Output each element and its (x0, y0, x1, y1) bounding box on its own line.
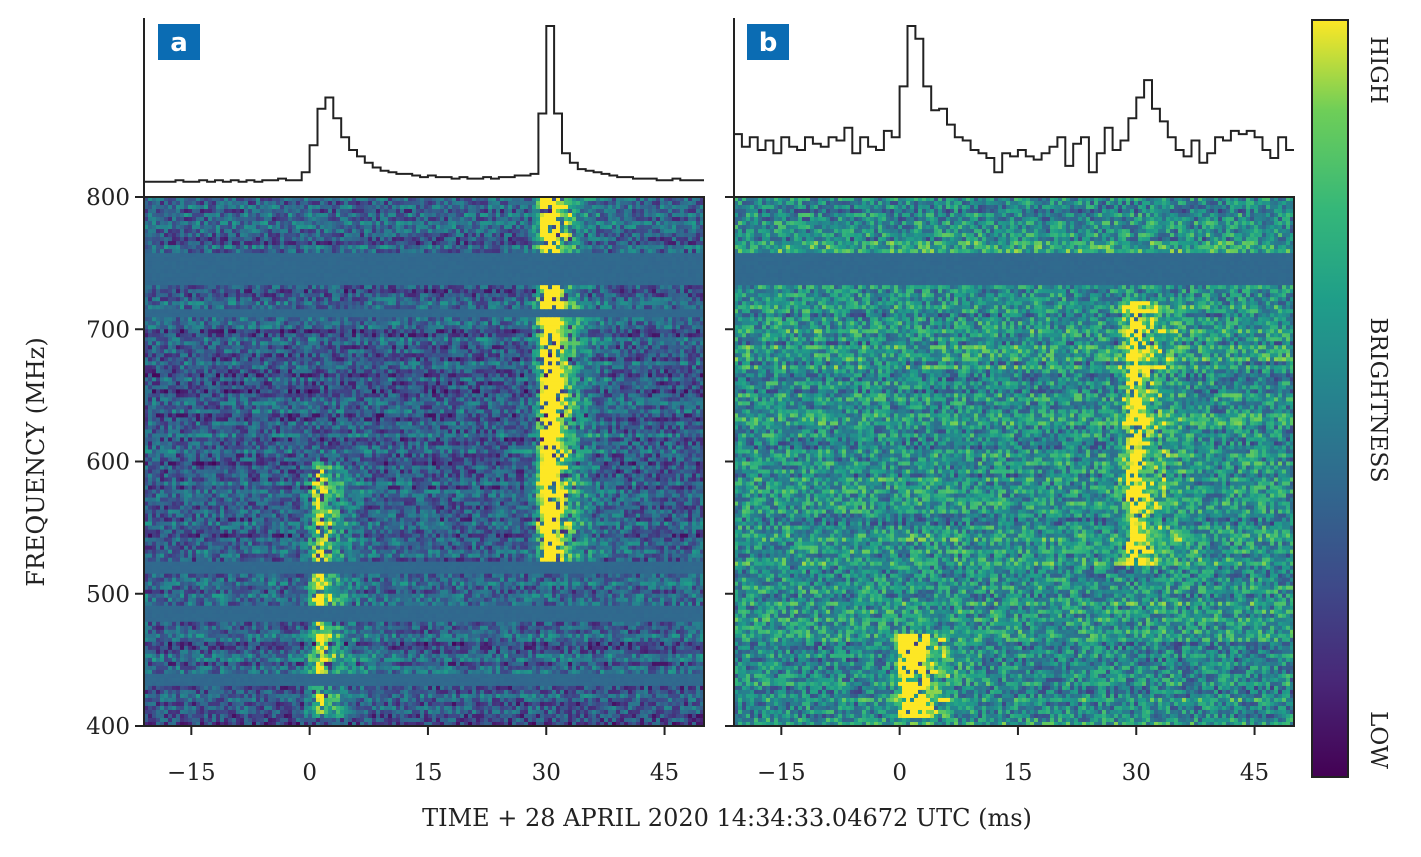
colorbar-low-label: LOW (1365, 711, 1391, 769)
x-tick-label: 0 (302, 760, 317, 786)
panel-b: b (733, 18, 1295, 727)
panel-b-heatmap (734, 197, 1295, 727)
panel-a-label-box: a (158, 24, 200, 60)
axis-ticks: −15 0 15 30 45 400 500 600 700 800 −15 0 15 30 45 (86, 185, 1269, 786)
panel-a-label: a (170, 28, 188, 58)
panel-a: a (143, 18, 705, 727)
colorbar: HIGH BRIGHTNESS LOW (1311, 19, 1391, 778)
y-tick-label: 500 (86, 582, 130, 608)
x-tick-label: 0 (892, 760, 907, 786)
y-tick-label: 600 (86, 450, 130, 476)
panel-a-pulse-profile (144, 25, 704, 183)
panel-b-label-box: b (747, 24, 789, 60)
y-tick-label: 800 (86, 185, 130, 211)
x-tick-label: 30 (1122, 760, 1151, 786)
y-tick-label: 700 (86, 317, 130, 343)
x-tick-label: 30 (532, 760, 561, 786)
x-tick-label: 15 (413, 760, 442, 786)
colorbar-gradient (1311, 19, 1349, 778)
y-tick-label: 400 (86, 714, 130, 740)
colorbar-title: BRIGHTNESS (1365, 317, 1391, 482)
colorbar-high-label: HIGH (1365, 36, 1391, 104)
panel-a-heatmap (144, 197, 705, 727)
y-axis-title: FREQUENCY (MHz) (22, 337, 50, 586)
x-tick-label: 45 (1240, 760, 1269, 786)
panel-b-pulse-profile (734, 25, 1294, 174)
panel-b-label: b (759, 28, 778, 58)
x-tick-label: −15 (167, 760, 216, 786)
x-tick-label: 45 (650, 760, 679, 786)
x-tick-label: 15 (1003, 760, 1032, 786)
x-tick-label: −15 (757, 760, 806, 786)
x-axis-title: TIME + 28 APRIL 2020 14:34:33.04672 UTC … (422, 804, 1032, 832)
